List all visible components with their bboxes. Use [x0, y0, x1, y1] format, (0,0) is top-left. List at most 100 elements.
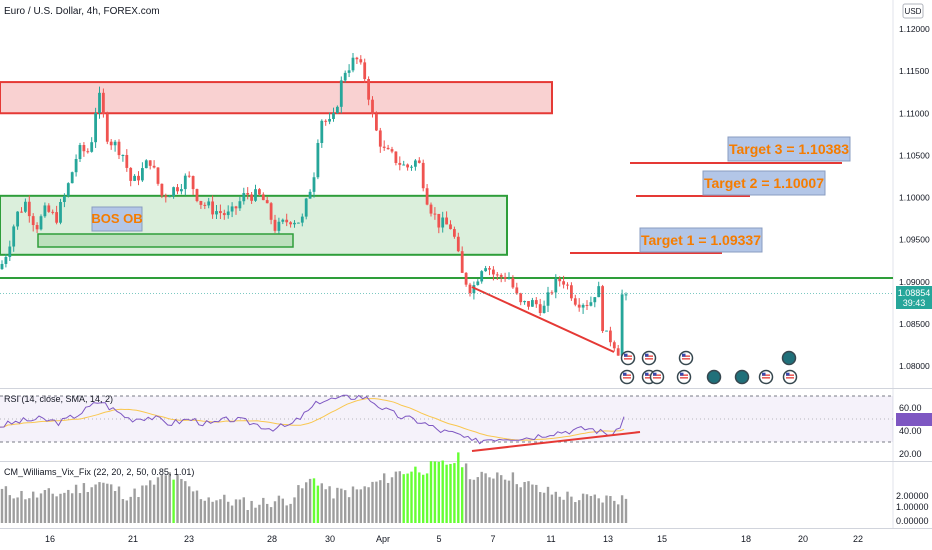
candle-body [117, 141, 121, 156]
event-icon[interactable] [706, 369, 722, 385]
vix-bar [289, 503, 292, 523]
us-flag-event-icon[interactable] [641, 350, 657, 366]
vix-bar [601, 502, 604, 523]
vix-tick-2: 2.00000 [896, 491, 929, 501]
us-flag-event-icon[interactable] [619, 369, 635, 385]
candle-body [180, 189, 183, 192]
currency-button[interactable]: USD [902, 3, 924, 19]
time-tick-label: 11 [546, 534, 555, 544]
vix-bar [336, 487, 339, 523]
candle-body [495, 274, 499, 276]
candle-body [43, 205, 47, 217]
vix-bar [71, 493, 74, 523]
target-2-label[interactable]: Target 2 = 1.10007 [702, 170, 826, 196]
time-tick-label: 30 [325, 534, 335, 544]
current-price-badge: 1.08854 39:43 [896, 286, 932, 309]
countdown-text: 39:43 [903, 298, 926, 308]
candle-body [421, 162, 425, 189]
bos-ob-label[interactable]: BOS OB [91, 206, 143, 232]
vix-bar [293, 497, 296, 523]
vix-bar [125, 500, 128, 523]
vix-bar [554, 491, 557, 523]
candle-body [363, 62, 367, 80]
candle-body [168, 196, 172, 198]
candle-body [160, 183, 164, 196]
us-flag-event-icon[interactable] [678, 350, 694, 366]
vix-bar [433, 461, 437, 523]
vix-bar [199, 499, 203, 523]
vix-bar [620, 495, 624, 523]
vix-bar [43, 490, 47, 523]
vix-bar [102, 482, 105, 523]
vix-bar [82, 483, 86, 523]
vix-bar [507, 480, 511, 523]
event-icon[interactable] [734, 369, 750, 385]
vix-label: CM_Williams_Vix_Fix (22, 20, 2, 50, 0.85… [4, 467, 194, 477]
vix-bar [581, 493, 585, 523]
vix-bar [609, 496, 612, 523]
vix-bar [16, 497, 19, 523]
symbol-title: Euro / U.S. Dollar, 4h, FOREX.com [4, 6, 160, 17]
vix-bar [461, 467, 464, 523]
time-tick-label: 22 [853, 534, 863, 544]
candle-body [507, 278, 511, 280]
candle-body [316, 142, 320, 178]
candle-body [8, 246, 12, 258]
vix-bar [117, 486, 121, 523]
vix-bar [273, 501, 277, 523]
candle-body [577, 304, 581, 308]
candle-body [542, 305, 546, 313]
us-flag-event-icon[interactable] [649, 369, 665, 385]
candle-body [585, 304, 589, 306]
event-icon[interactable] [781, 350, 797, 366]
candle-body [297, 222, 300, 224]
candle-body [258, 189, 261, 195]
vix-bar [410, 471, 413, 523]
candle-body [375, 113, 378, 131]
us-flag-event-icon[interactable] [620, 350, 636, 366]
candle-body [550, 292, 554, 294]
vix-bar [605, 495, 608, 523]
candle-body [183, 175, 187, 190]
vix-bar [246, 510, 249, 523]
candle-body [230, 206, 234, 212]
candle-body [242, 193, 246, 202]
us-flag-event-icon[interactable] [758, 369, 774, 385]
vix-bar [207, 497, 210, 523]
vix-bar [59, 493, 62, 523]
vix-bar [441, 460, 444, 523]
vix-bar [133, 488, 136, 523]
us-flag-event-icon[interactable] [782, 369, 798, 385]
candle-body [308, 191, 312, 199]
vix-bar [484, 473, 487, 523]
time-tick-label: 7 [490, 534, 495, 544]
vix-bar [550, 494, 554, 523]
candle-body [394, 151, 398, 163]
vix-bar [464, 463, 468, 523]
price-axis: 1.12000 1.11500 1.11000 1.10500 1.10000 1.095… [899, 24, 930, 371]
vix-bar [35, 497, 39, 523]
vix-bar [149, 480, 152, 523]
candle-body [172, 187, 175, 197]
candle-body [31, 216, 35, 226]
economic-events-layer[interactable] [619, 350, 798, 385]
candle-body [312, 177, 316, 192]
candle-body [593, 297, 597, 303]
vix-bar [414, 466, 417, 523]
target-3-label[interactable]: Target 3 = 1.10383 [727, 136, 851, 162]
candle-body [4, 257, 8, 264]
candle-body [589, 302, 593, 306]
candle-body [300, 216, 304, 223]
candle-body [468, 284, 472, 294]
candle-body [351, 57, 355, 71]
target-1-label[interactable]: Target 1 = 1.09337 [639, 227, 763, 253]
vix-bar [24, 499, 27, 523]
vix-bar [324, 489, 327, 523]
vix-bar [402, 474, 405, 523]
price-tick-label: 1.12000 [899, 24, 930, 34]
vix-bar [168, 472, 171, 523]
us-flag-event-icon[interactable] [676, 369, 692, 385]
price-tick-label: 1.08000 [899, 361, 930, 371]
vix-bar [429, 461, 433, 523]
